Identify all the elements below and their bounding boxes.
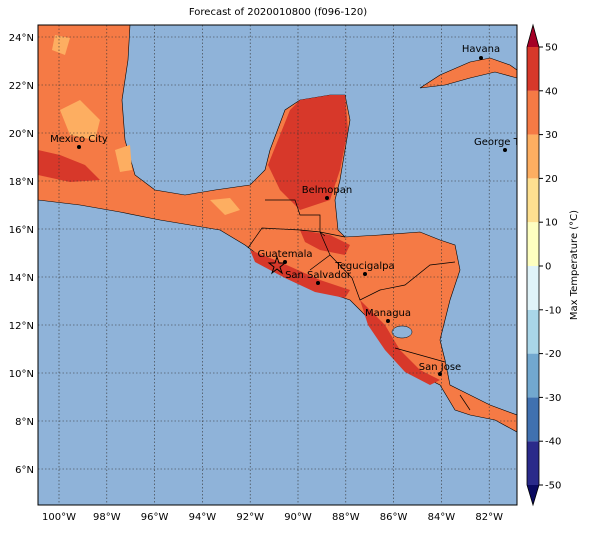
lon-label: 84°W xyxy=(428,512,456,523)
city-marker xyxy=(325,196,329,200)
colorbar-bin xyxy=(527,266,539,310)
colorbar-tick-label: 20 xyxy=(545,174,558,185)
colorbar-under xyxy=(527,485,539,505)
city-label: San Salvador xyxy=(285,270,352,281)
lat-label: 10°N xyxy=(9,369,34,380)
lon-label: 96°W xyxy=(141,512,169,523)
colorbar-tick-label: 30 xyxy=(545,130,558,141)
capital-star xyxy=(267,255,287,275)
lat-label: 16°N xyxy=(9,225,34,236)
colorbar-tick-label: 10 xyxy=(545,218,558,229)
city-label: Guatemala xyxy=(257,249,312,260)
colorbar-tick-label: -50 xyxy=(545,481,561,492)
city-marker xyxy=(386,319,390,323)
lon-label: 86°W xyxy=(380,512,408,523)
lat-label: 8°N xyxy=(15,417,34,428)
colorbar-tick-label: -20 xyxy=(545,349,561,360)
city-marker xyxy=(316,281,320,285)
colorbar-label: Max Temperature (°C) xyxy=(569,210,580,320)
map-frame xyxy=(37,24,518,506)
colorbar-over xyxy=(527,25,539,47)
lon-label: 94°W xyxy=(189,512,217,523)
city-label: Managua xyxy=(365,308,411,319)
colorbar-tick-label: -40 xyxy=(545,437,561,448)
map: Havana Mexico City George Town Belmopan Guat… xyxy=(38,25,539,505)
colorbar-tick-label: 40 xyxy=(545,86,558,97)
colorbar-tick-label: 0 xyxy=(545,262,551,273)
city-marker xyxy=(77,145,81,149)
colorbar-bin xyxy=(527,309,539,354)
colorbar-bin xyxy=(527,90,539,135)
lon-label: 88°W xyxy=(332,512,360,523)
lat-label: 24°N xyxy=(9,33,34,44)
city-marker xyxy=(438,372,442,376)
warm-region xyxy=(360,300,440,385)
colorbar-bin xyxy=(527,353,539,398)
lon-label: 90°W xyxy=(284,512,312,523)
country-border xyxy=(329,254,456,301)
colorbar-bin xyxy=(527,397,539,442)
city-marker xyxy=(363,272,367,276)
lat-label: 6°N xyxy=(15,465,34,476)
city-marker xyxy=(503,148,507,152)
colorbar-tick-label: 50 xyxy=(545,43,558,54)
title: Forecast of 2020010800 (f096-120) xyxy=(189,7,367,18)
lat-label: 14°N xyxy=(9,273,34,284)
colorbar-bin xyxy=(527,47,539,91)
cuba xyxy=(419,57,517,89)
colorbar-bin xyxy=(527,134,539,179)
lake xyxy=(391,325,413,339)
lat-label: 22°N xyxy=(9,81,34,92)
cool-region xyxy=(52,35,70,55)
cool-region xyxy=(210,198,240,215)
lat-label: 20°N xyxy=(9,129,34,140)
colorbar-tick-label: -30 xyxy=(545,393,561,404)
country-border xyxy=(265,199,326,237)
colorbar-bin xyxy=(527,222,539,266)
city-label: George Town xyxy=(474,137,539,148)
lat-label: 12°N xyxy=(9,321,34,332)
lon-label: 98°W xyxy=(93,512,121,523)
colorbar-tick-label: -10 xyxy=(545,305,561,316)
colorbar-bin xyxy=(527,178,539,223)
city-label: Mexico City xyxy=(50,134,108,145)
lat-label: 18°N xyxy=(9,177,34,188)
city-label: Havana xyxy=(462,44,500,55)
lon-label: 100°W xyxy=(42,512,76,523)
city-label: San Jose xyxy=(419,362,461,373)
lon-label: 82°W xyxy=(475,512,503,523)
cool-region xyxy=(115,145,132,172)
city-label: Tegucigalpa xyxy=(334,261,394,272)
warm-region xyxy=(300,230,350,255)
lon-label: 92°W xyxy=(236,512,264,523)
cool-region xyxy=(60,100,100,140)
country-border xyxy=(459,394,471,411)
colorbar-bin xyxy=(527,441,539,485)
city-marker xyxy=(479,56,483,60)
city-label: Belmopan xyxy=(302,185,352,196)
country-border xyxy=(319,231,346,238)
country-border xyxy=(247,227,331,271)
warm-region xyxy=(38,150,100,182)
country-border xyxy=(394,347,446,363)
